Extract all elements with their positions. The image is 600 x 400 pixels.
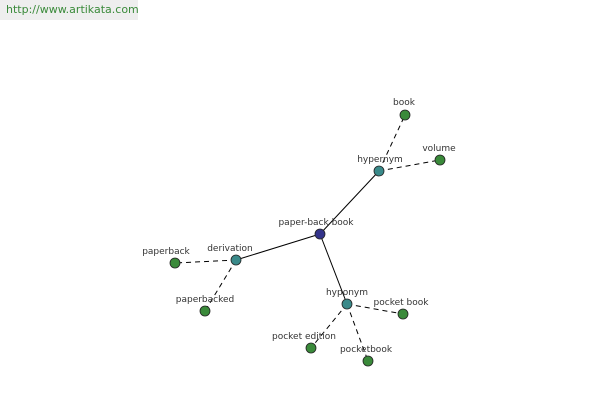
nodes: paper-back book hypernym book volume derivat… xyxy=(142,98,456,367)
node xyxy=(169,257,181,269)
node xyxy=(199,305,211,317)
node-label: paperbacked xyxy=(176,295,235,305)
edge xyxy=(204,259,237,312)
edge xyxy=(378,159,441,172)
node-label: pocketbook xyxy=(340,345,393,355)
node xyxy=(314,228,326,240)
node xyxy=(341,298,353,310)
node-label: derivation xyxy=(207,244,253,254)
node-label: paperback xyxy=(142,247,190,257)
edges xyxy=(174,114,441,362)
node-label: pocket edition xyxy=(272,332,336,342)
node-label: book xyxy=(393,98,416,108)
node-label: volume xyxy=(422,144,456,154)
node xyxy=(230,254,242,266)
node-label: pocket book xyxy=(374,298,430,308)
site-url: http://www.artikata.com xyxy=(0,0,139,20)
node xyxy=(397,308,409,320)
node xyxy=(399,109,411,121)
edge xyxy=(319,233,348,305)
edge xyxy=(174,259,237,264)
node xyxy=(434,154,446,166)
node-label: hyponym xyxy=(326,288,368,298)
edge xyxy=(310,303,348,349)
node xyxy=(305,342,317,354)
edge xyxy=(378,114,406,172)
edge xyxy=(235,233,321,261)
node xyxy=(373,165,385,177)
edge xyxy=(346,303,369,362)
node-label: hypernym xyxy=(357,155,403,165)
edge xyxy=(319,170,380,235)
node xyxy=(362,355,374,367)
edge xyxy=(346,303,404,315)
node-label: paper-back book xyxy=(278,218,354,228)
